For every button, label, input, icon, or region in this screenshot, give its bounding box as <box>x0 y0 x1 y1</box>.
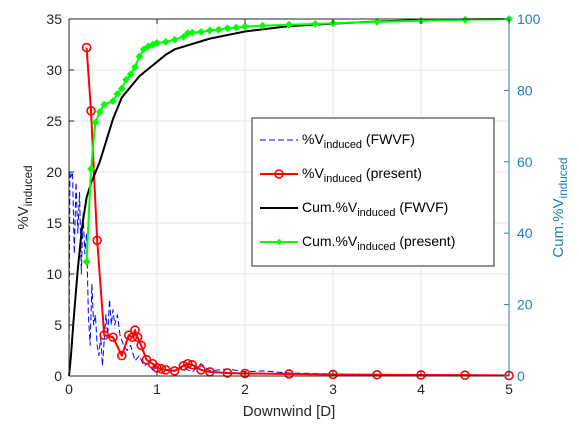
data-point <box>328 369 338 380</box>
data-point <box>109 97 117 106</box>
data-point <box>92 235 102 246</box>
data-point <box>241 22 249 31</box>
x-tick-label: 2 <box>241 381 249 397</box>
data-point <box>311 20 320 28</box>
data-point <box>113 90 122 98</box>
legend-marker <box>274 169 284 179</box>
data-point <box>179 32 188 41</box>
data-point <box>187 359 197 370</box>
x-tick-label: 3 <box>329 381 337 397</box>
data-point <box>178 360 189 371</box>
axes <box>68 18 510 377</box>
legend-marker <box>275 238 283 246</box>
data-point <box>196 365 206 375</box>
data-point <box>161 365 171 375</box>
data-point <box>136 340 146 351</box>
legend: %Vinduced (FWVF) %Vinduced (present) Cum.%… <box>251 117 495 267</box>
data-point <box>81 42 92 53</box>
data-point <box>240 368 250 379</box>
legend-label-0: %Vinduced (FWVF) <box>302 131 415 151</box>
y-left-tick-label: 25 <box>46 113 62 129</box>
x-tick-label: 5 <box>505 381 513 397</box>
series-layer <box>68 15 514 381</box>
data-point <box>258 21 267 30</box>
data-point <box>197 27 205 36</box>
legend-label-3: Cum.%Vinduced (present) <box>302 233 455 253</box>
x-tick-label: 1 <box>153 381 161 397</box>
data-point <box>82 257 91 266</box>
data-point <box>188 28 197 37</box>
y-right-tick-label: 40 <box>517 225 533 241</box>
data-point <box>460 370 470 380</box>
data-point <box>232 23 241 32</box>
x-tick-label: 0 <box>65 381 73 397</box>
data-point <box>161 37 170 46</box>
y-left-tick-label: 15 <box>46 215 62 231</box>
data-point <box>108 332 118 343</box>
data-point <box>222 368 233 378</box>
y-left-tick-label: 5 <box>54 317 62 333</box>
data-point <box>169 366 180 376</box>
y-left-tick-label: 30 <box>46 62 62 78</box>
legend-label-1: %Vinduced (present) <box>302 165 422 185</box>
x-axis-label: Downwind [D] <box>243 403 336 420</box>
data-point <box>95 107 104 116</box>
data-point <box>132 332 143 343</box>
y-left-tick-label: 10 <box>46 266 62 282</box>
data-point <box>372 369 382 380</box>
y-right-tick-label: 100 <box>517 11 541 27</box>
data-point <box>183 358 193 369</box>
data-point <box>139 45 148 54</box>
y-left-tick-label: 0 <box>54 368 62 384</box>
data-point <box>87 165 95 173</box>
data-point <box>214 25 223 34</box>
data-point <box>153 39 161 47</box>
data-point <box>170 35 179 44</box>
data-point <box>99 330 109 341</box>
y-axis-label-right: Cum.%Vinduced <box>550 157 570 257</box>
data-point <box>285 20 293 29</box>
series-line-0 <box>68 171 510 377</box>
data-point <box>205 26 214 35</box>
data-point <box>223 24 232 33</box>
y-right-tick-label: 20 <box>517 297 533 313</box>
data-point <box>117 350 127 361</box>
y-right-tick-label: 0 <box>517 368 525 384</box>
data-point <box>122 75 131 84</box>
data-point <box>461 15 469 24</box>
data-point <box>100 100 109 109</box>
data-point <box>156 364 167 374</box>
y-axis-label-left: %Vinduced <box>15 165 35 229</box>
data-point <box>373 17 381 26</box>
y-right-tick-label: 60 <box>517 154 533 170</box>
data-point <box>135 52 144 61</box>
data-point <box>284 369 294 379</box>
data-point <box>86 106 96 116</box>
y-left-tick-label: 35 <box>46 11 62 27</box>
data-point <box>126 70 135 79</box>
axis-labels: 0 1 2 3 4 505101520253035020406080100Downwind… <box>15 11 570 420</box>
data-point <box>131 63 139 72</box>
data-point <box>91 118 100 127</box>
data-point <box>117 84 126 93</box>
x-tick-label: 4 <box>417 381 425 397</box>
data-point <box>416 370 426 380</box>
y-right-tick-label: 80 <box>517 82 533 98</box>
y-left-tick-label: 20 <box>46 164 62 180</box>
legend-label-2: Cum.%Vinduced (FWVF) <box>302 199 448 219</box>
